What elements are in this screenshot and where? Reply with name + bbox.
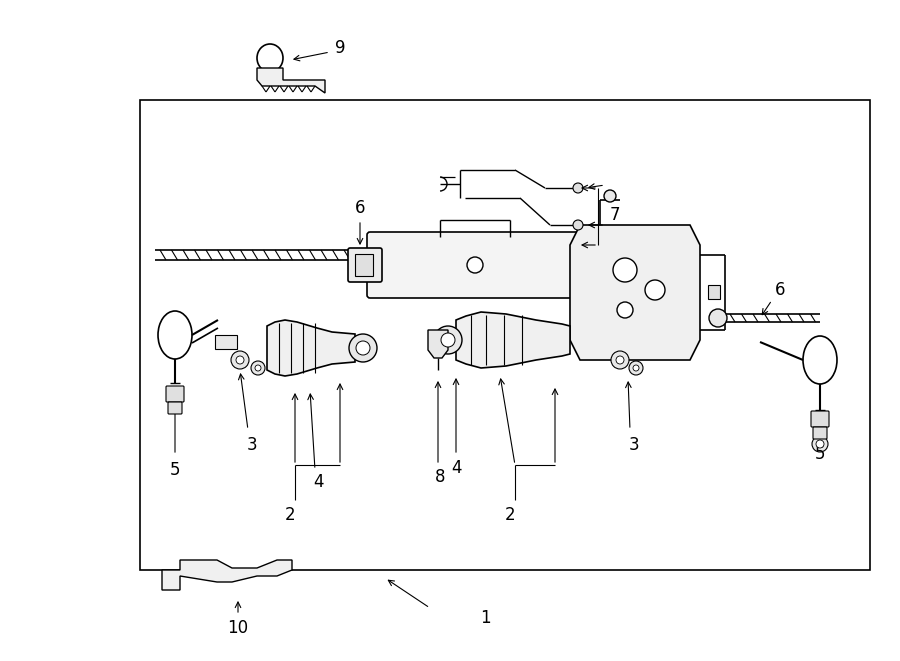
Circle shape: [251, 361, 265, 375]
Circle shape: [231, 351, 249, 369]
Circle shape: [356, 341, 370, 355]
Circle shape: [467, 257, 483, 273]
Text: 2: 2: [284, 506, 295, 524]
Text: 3: 3: [629, 436, 639, 454]
Circle shape: [573, 220, 583, 230]
Bar: [215, 335, 237, 349]
Circle shape: [349, 334, 377, 362]
Text: 10: 10: [228, 619, 248, 637]
Circle shape: [645, 280, 665, 300]
Text: 2: 2: [505, 506, 516, 524]
Text: 6: 6: [355, 199, 365, 217]
Text: 4: 4: [451, 459, 461, 477]
Polygon shape: [570, 225, 700, 360]
Text: 1: 1: [480, 609, 491, 627]
FancyBboxPatch shape: [813, 427, 827, 439]
Circle shape: [613, 258, 637, 282]
Circle shape: [629, 361, 643, 375]
Circle shape: [812, 436, 828, 452]
Circle shape: [617, 302, 633, 318]
Text: 3: 3: [247, 436, 257, 454]
Bar: [708, 285, 720, 299]
Text: 6: 6: [775, 281, 785, 299]
FancyBboxPatch shape: [811, 411, 829, 427]
Bar: [140, 100, 870, 570]
Circle shape: [236, 356, 244, 364]
Text: 5: 5: [814, 445, 825, 463]
Text: 7: 7: [610, 206, 620, 224]
Circle shape: [633, 365, 639, 371]
Bar: [355, 254, 373, 276]
Circle shape: [434, 326, 462, 354]
Circle shape: [441, 333, 455, 347]
Polygon shape: [257, 68, 325, 93]
Text: 9: 9: [335, 39, 346, 57]
Text: 4: 4: [313, 473, 323, 491]
Circle shape: [573, 183, 583, 193]
FancyBboxPatch shape: [348, 248, 382, 282]
Circle shape: [709, 309, 727, 327]
Text: 5: 5: [170, 461, 180, 479]
Circle shape: [616, 356, 624, 364]
FancyBboxPatch shape: [166, 386, 184, 402]
Polygon shape: [456, 312, 570, 368]
Circle shape: [816, 440, 824, 448]
Circle shape: [611, 351, 629, 369]
Circle shape: [255, 365, 261, 371]
FancyBboxPatch shape: [367, 232, 593, 298]
Polygon shape: [162, 560, 292, 590]
Polygon shape: [267, 320, 355, 376]
FancyBboxPatch shape: [168, 402, 182, 414]
Text: 8: 8: [435, 468, 446, 486]
Circle shape: [604, 190, 616, 202]
Polygon shape: [428, 330, 448, 358]
